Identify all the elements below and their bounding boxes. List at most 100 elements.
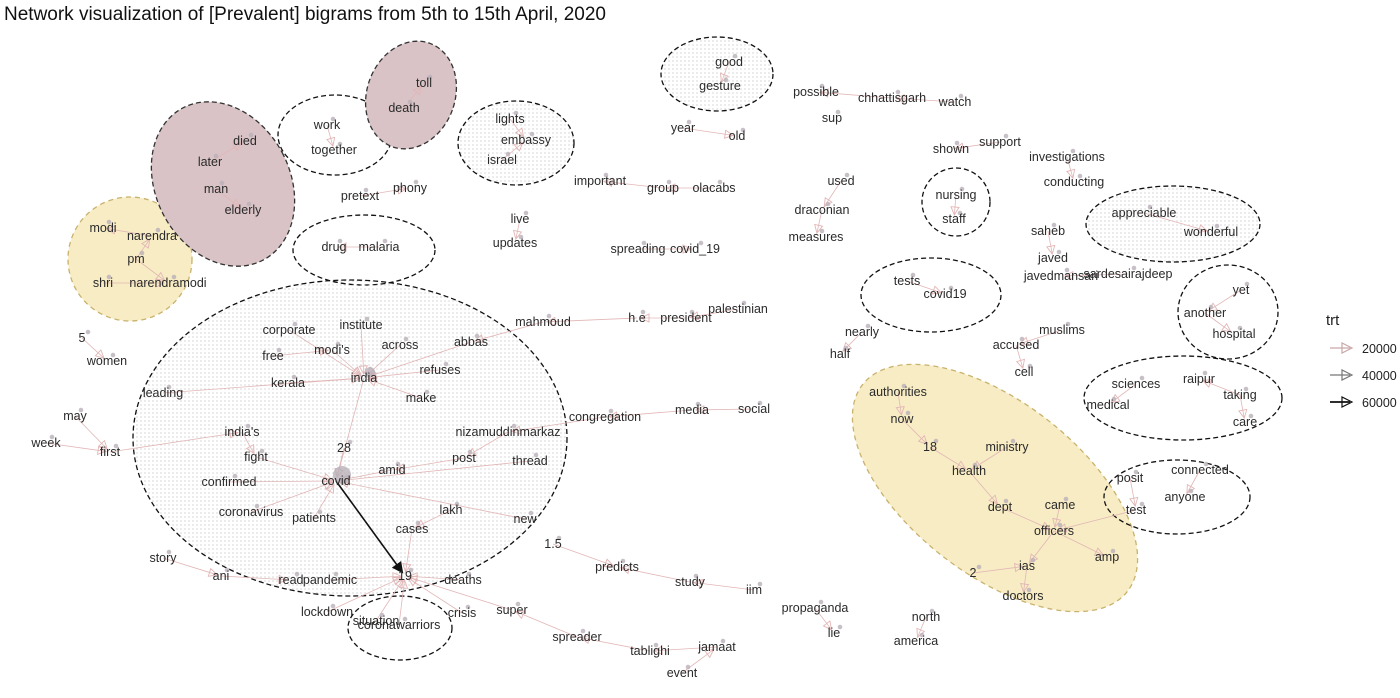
edge-41 [331,349,362,376]
legend-label-1: 40000 [1362,369,1397,383]
node-label-98: raipur [1183,372,1215,386]
edge-11 [819,91,893,99]
node-label-56: mahmoud [515,315,571,329]
node-label-104: 18 [923,440,937,454]
edge-arrow-82 [1019,583,1030,594]
edge-arrow-64 [325,483,335,495]
node-dot-7 [219,180,225,186]
edge-68 [335,480,404,574]
node-dot-54 [1237,325,1243,331]
node-dot-130 [402,616,408,622]
node-dot-72 [865,323,871,329]
node-label-114: posit [1117,471,1144,485]
node-label-136: event [667,666,698,680]
node-dot-81 [259,448,265,454]
edge-arrow-63 [322,480,334,490]
edge-arrow-103 [822,620,833,631]
edge-76 [929,446,966,470]
node-label-88: post [452,451,476,465]
node-dot-83 [608,408,614,414]
node-label-8: elderly [225,203,263,217]
node-dot-13 [513,110,519,116]
edge-82 [1023,565,1028,593]
edge-arrow-96 [398,578,409,589]
node-dot-70 [291,374,297,380]
node-label-118: 1.5 [544,537,561,551]
node-dot-57 [640,309,646,315]
node-label-50: tests [894,274,920,288]
node-dot-89 [533,452,539,458]
edge-arrow-49 [97,439,108,450]
edge-100 [580,637,651,652]
node-dot-59 [85,329,91,335]
node-dot-82 [232,473,238,479]
node-dot-102 [901,383,907,389]
legend-arrow-1 [1341,369,1354,381]
edge-arrow-74 [917,434,928,445]
edge-33 [546,317,638,323]
edge-arrow-22 [1197,224,1209,234]
edge-arrow-2 [155,278,166,288]
cluster-pm-narendramodi [67,196,193,322]
node-label-40: live [511,212,530,226]
node-label-20: watch [938,95,972,109]
edge-6 [326,124,334,147]
node-dot-139 [929,608,935,614]
node-dot-18 [819,83,825,89]
node-label-117: test [1126,503,1147,517]
node-dot-45 [698,240,704,246]
node-dot-55 [741,300,747,306]
edge-98 [408,576,513,611]
edge-arrow-14 [953,142,964,152]
edge-arrow-48 [1015,358,1025,370]
node-dot-58 [689,309,695,315]
edge-7 [403,85,422,109]
node-label-134: tablighi [630,644,670,658]
node-label-25: support [979,135,1021,149]
node-label-109: officers [1034,524,1074,538]
node-dot-119 [620,558,626,564]
node-label-7: man [204,182,228,196]
node-dot-5 [248,132,254,138]
edge-arrow-72 [1238,408,1248,420]
edge-55 [608,409,693,418]
edge-arrow-24 [336,242,347,252]
node-label-107: dept [988,500,1013,514]
legend-arrow-0 [1341,342,1354,354]
node-dot-118 [556,535,562,541]
node-label-69: refuses [420,363,461,377]
node-dot-40 [523,210,529,216]
node-dot-105 [1010,438,1016,444]
node-label-17: gesture [699,79,741,93]
node-dot-22 [686,119,692,125]
node-dot-103 [905,410,911,416]
edge-40 [272,350,329,357]
node-label-67: abbas [454,335,488,349]
edge-arrow-16 [396,185,408,195]
node-dot-104 [933,438,939,444]
node-dot-123 [224,567,230,573]
edge-56 [695,408,755,411]
node-label-96: new [514,512,538,526]
node-label-115: connected [1171,463,1229,477]
node-label-48: javedmansari [1023,269,1098,283]
node-label-122: story [149,551,177,565]
node-dot-86 [511,423,517,429]
node-dot-101 [1248,413,1254,419]
edge-35 [81,337,105,359]
node-label-31: group [647,181,679,195]
edge-73 [897,391,902,416]
node-label-60: women [86,354,127,368]
node-label-32: olacabs [692,181,735,195]
edge-arrow-13 [723,129,735,139]
cluster-nursing-staff [921,167,991,237]
edge-101 [653,646,718,652]
node-dot-33 [844,172,850,178]
edge-51 [109,432,239,453]
node-dot-65 [403,336,409,342]
node-label-91: covid [321,474,350,488]
node-dot-12 [407,99,413,105]
edge-arrow-20 [814,223,824,235]
legend-label-2: 60000 [1362,396,1397,410]
node-dot-92 [254,503,260,509]
